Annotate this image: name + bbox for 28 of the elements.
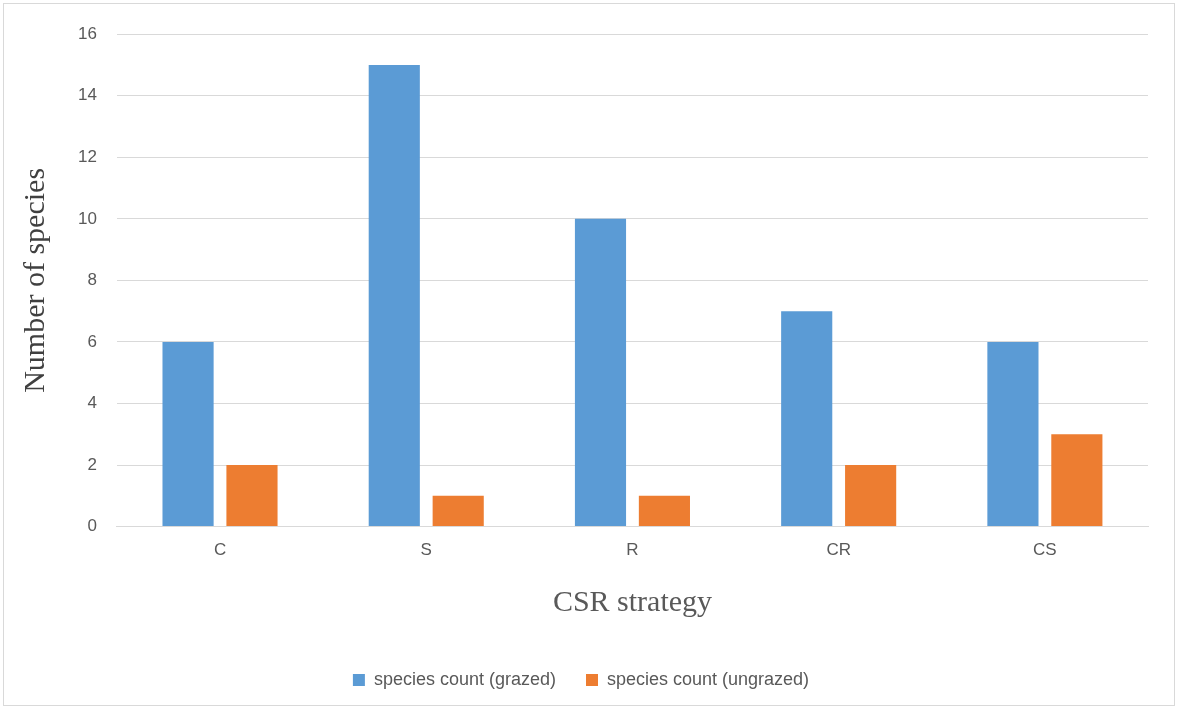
bar (1051, 434, 1103, 527)
y-tick-label: 14 (77, 85, 97, 105)
bar (845, 465, 897, 527)
y-tick-label: 10 (77, 208, 97, 228)
y-tick-label: 8 (87, 270, 97, 290)
bar (226, 465, 278, 527)
y-axis-title: Number of species (16, 167, 50, 393)
x-tick-label: R (626, 540, 639, 560)
bar (987, 341, 1039, 527)
y-tick-label: 12 (77, 146, 97, 166)
x-tick-label: C (213, 540, 227, 560)
y-tick-label: 16 (77, 23, 97, 43)
bar (162, 341, 214, 527)
y-tick-label: 0 (87, 516, 97, 536)
x-axis-title: CSR strategy (552, 583, 713, 617)
x-tick-label: CR (826, 540, 851, 560)
legend-label: species count (ungrazed) (606, 668, 810, 689)
bar (574, 218, 627, 527)
bar (638, 495, 690, 527)
x-tick-label: CS (1033, 540, 1057, 560)
y-tick-label: 4 (87, 393, 97, 413)
x-tick-label: S (420, 540, 432, 560)
bar (432, 495, 484, 527)
bar (781, 311, 833, 527)
y-tick-label: 6 (87, 331, 97, 351)
legend-label: species count (grazed) (373, 668, 556, 689)
y-tick-label: 2 (87, 454, 97, 474)
bar (368, 64, 420, 527)
